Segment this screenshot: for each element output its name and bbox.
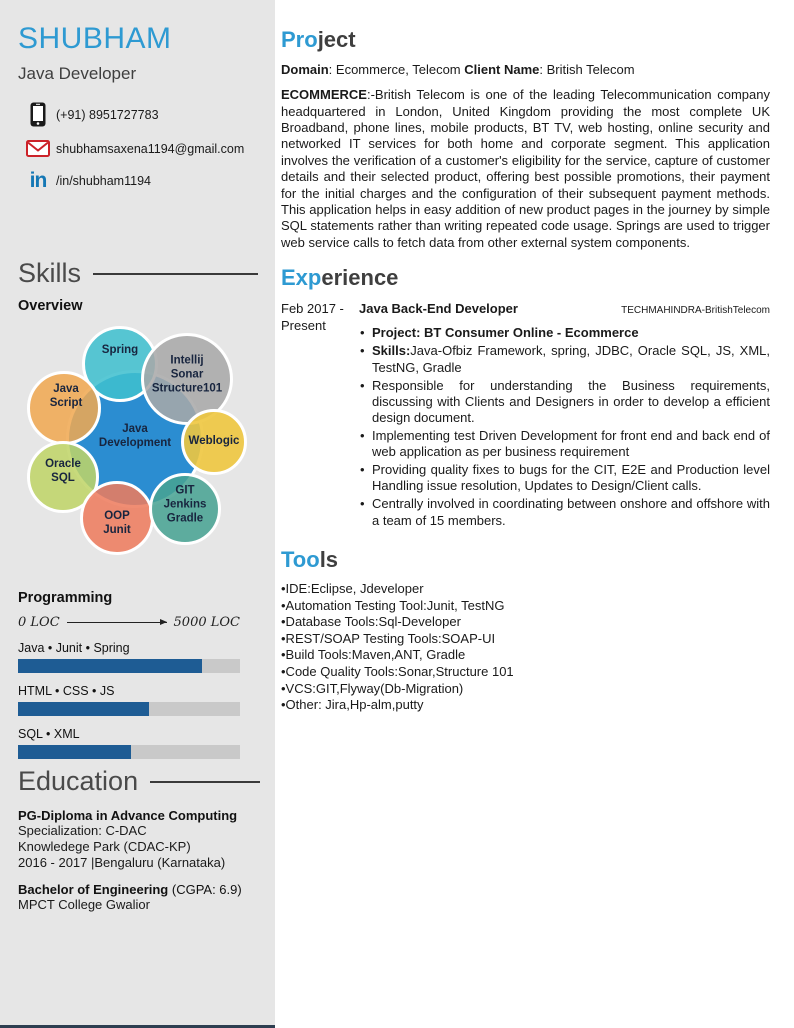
email-icon xyxy=(20,140,56,157)
tools-item: •VCS:GIT,Flyway(Db-Migration) xyxy=(281,680,464,696)
skill-label-oop-junit: OOP Junit xyxy=(103,510,131,536)
email-address: shubhamsaxena1194@gmail.com xyxy=(56,141,245,156)
education-entry: PG-Diploma in Advance Computing Speciali… xyxy=(18,808,260,871)
experience-bullet: Skills:Java-Ofbiz Framework, spring, JDB… xyxy=(359,343,770,375)
company-name: TECHMAHINDRA-BritishTelecom xyxy=(621,305,770,317)
heading-rule xyxy=(93,272,258,275)
skill-bubble-oop-junit xyxy=(80,481,154,555)
skills-bubble-chart: Java Development Spring Intellij Sonar S… xyxy=(0,325,275,575)
skill-bubble-git-jenkins-gradle xyxy=(149,473,221,545)
loc-scale-max: 5000 LOC xyxy=(173,615,240,630)
tools-item: •Database Tools:Sql-Developer xyxy=(281,614,461,630)
skill-bar-group: SQL • XML xyxy=(18,727,240,759)
skill-bar-track xyxy=(18,702,240,716)
contact-row-linkedin: in /in/shubham1194 xyxy=(20,170,270,191)
skill-bubble-oracle-sql xyxy=(27,441,99,513)
sidebar: SHUBHAM Java Developer (+91) 8951727783 xyxy=(0,0,275,1028)
experience-bullet: Implementing test Driven Development for… xyxy=(359,428,770,460)
heading-rule xyxy=(150,780,260,783)
skill-bar-fill xyxy=(18,702,149,716)
skill-bar-label: SQL • XML xyxy=(18,727,80,741)
tools-item: •REST/SOAP Testing Tools:SOAP-UI xyxy=(281,630,496,646)
education-degree: Bachelor of Engineering (CGPA: 6.9) xyxy=(18,881,242,897)
experience-heading: Experience xyxy=(281,265,399,291)
phone-icon xyxy=(20,102,56,127)
programming-heading: Programming xyxy=(18,590,113,606)
experience-body: Java Back-End Developer TECHMAHINDRA-Bri… xyxy=(359,301,770,530)
skill-bar-label: Java • Junit • Spring xyxy=(18,641,130,655)
skill-bar-label: HTML • CSS • JS xyxy=(18,684,115,698)
skill-label-git-jenkins-gradle: GIT Jenkins Gradle xyxy=(163,484,207,524)
sidebar-footer-bar xyxy=(0,1025,275,1028)
tools-item: •IDE:Eclipse, Jdeveloper xyxy=(281,580,424,596)
skill-bar-track xyxy=(18,659,240,673)
experience-bullets: Project: BT Consumer Online - Ecommerce … xyxy=(359,325,770,528)
skill-label-oracle-sql: Oracle SQL xyxy=(45,458,81,484)
skill-bar-fill xyxy=(18,659,203,673)
education-degree: PG-Diploma in Advance Computing xyxy=(18,808,238,823)
education-section: Education PG-Diploma in Advance Computin… xyxy=(18,766,260,912)
job-title: Java Back-End Developer xyxy=(359,301,518,317)
contact-block: (+91) 8951727783 shubhamsaxena1194@gmail… xyxy=(20,102,270,204)
experience-bullet: Responsible for understanding the Busine… xyxy=(359,378,770,426)
experience-header: Java Back-End Developer TECHMAHINDRA-Bri… xyxy=(359,301,770,316)
skill-bar-group: HTML • CSS • JS xyxy=(18,684,240,716)
contact-row-email: shubhamsaxena1194@gmail.com xyxy=(20,140,270,157)
domain-label: Domain xyxy=(281,62,329,78)
skill-label-javascript: Java Script xyxy=(49,383,83,409)
person-title: Java Developer xyxy=(18,64,137,83)
tools-list: •IDE:Eclipse, Jdeveloper •Automation Tes… xyxy=(281,581,770,714)
skill-bubble-weblogic xyxy=(181,409,247,475)
linkedin-icon: in xyxy=(29,169,48,192)
skills-heading: Skills xyxy=(18,258,258,289)
project-meta-line: Domain: Ecommerce, Telecom Client Name: … xyxy=(281,62,635,78)
tools-item: •Automation Testing Tool:Junit, TestNG xyxy=(281,597,505,613)
person-name: SHUBHAM xyxy=(18,22,172,55)
education-heading: Education xyxy=(18,766,260,797)
project-description-label: ECOMMERCE xyxy=(281,87,367,103)
project-description: ECOMMERCE:-British Telecom is one of the… xyxy=(281,87,770,250)
skill-bar-track xyxy=(18,745,240,759)
project-heading: Project xyxy=(281,27,356,52)
experience-bullet: Centrally involved in coordinating betwe… xyxy=(359,496,770,528)
loc-scale: 0 LOC 5000 LOC xyxy=(18,615,240,630)
linkedin-handle: /in/shubham1194 xyxy=(56,173,151,188)
experience-date: Feb 2017 - Present xyxy=(281,301,344,333)
experience-entry: Feb 2017 - Present Java Back-End Develop… xyxy=(281,301,770,530)
phone-number: (+91) 8951727783 xyxy=(56,107,159,122)
skill-bar-fill xyxy=(18,745,132,759)
loc-scale-min: 0 LOC xyxy=(18,615,60,630)
tools-heading: Tools xyxy=(281,546,339,572)
skill-bar-group: Java • Junit • Spring xyxy=(18,641,240,673)
experience-bullet: Providing quality fixes to bugs for the … xyxy=(359,462,770,494)
client-name-label: Client Name xyxy=(464,62,540,78)
skills-overview-label: Overview xyxy=(18,298,83,314)
loc-scale-arrow xyxy=(66,619,167,625)
education-details: MPCT College Gwalior xyxy=(18,896,150,912)
skill-label-weblogic: Weblogic xyxy=(188,435,240,448)
tools-item: •Other: Jira,Hp-alm,putty xyxy=(281,697,424,713)
skill-label-spring: Spring xyxy=(101,344,139,357)
contact-row-phone: (+91) 8951727783 xyxy=(20,102,270,127)
skill-label-java-development: Java Development xyxy=(98,423,172,449)
experience-bullet: Project: BT Consumer Online - Ecommerce xyxy=(359,325,770,341)
education-entry: Bachelor of Engineering (CGPA: 6.9) MPCT… xyxy=(18,882,260,913)
tools-item: •Code Quality Tools:Sonar,Structure 101 xyxy=(281,664,514,680)
skill-label-intellij: Intellij Sonar Structure101 xyxy=(151,354,223,394)
tools-item: •Build Tools:Maven,ANT, Gradle xyxy=(281,647,466,663)
programming-section: Programming 0 LOC 5000 LOC Java • Junit … xyxy=(18,590,240,759)
main-column: Project Domain: Ecommerce, Telecom Clien… xyxy=(281,0,770,714)
education-details: Specialization: C-DAC Knowledege Park (C… xyxy=(18,823,226,870)
